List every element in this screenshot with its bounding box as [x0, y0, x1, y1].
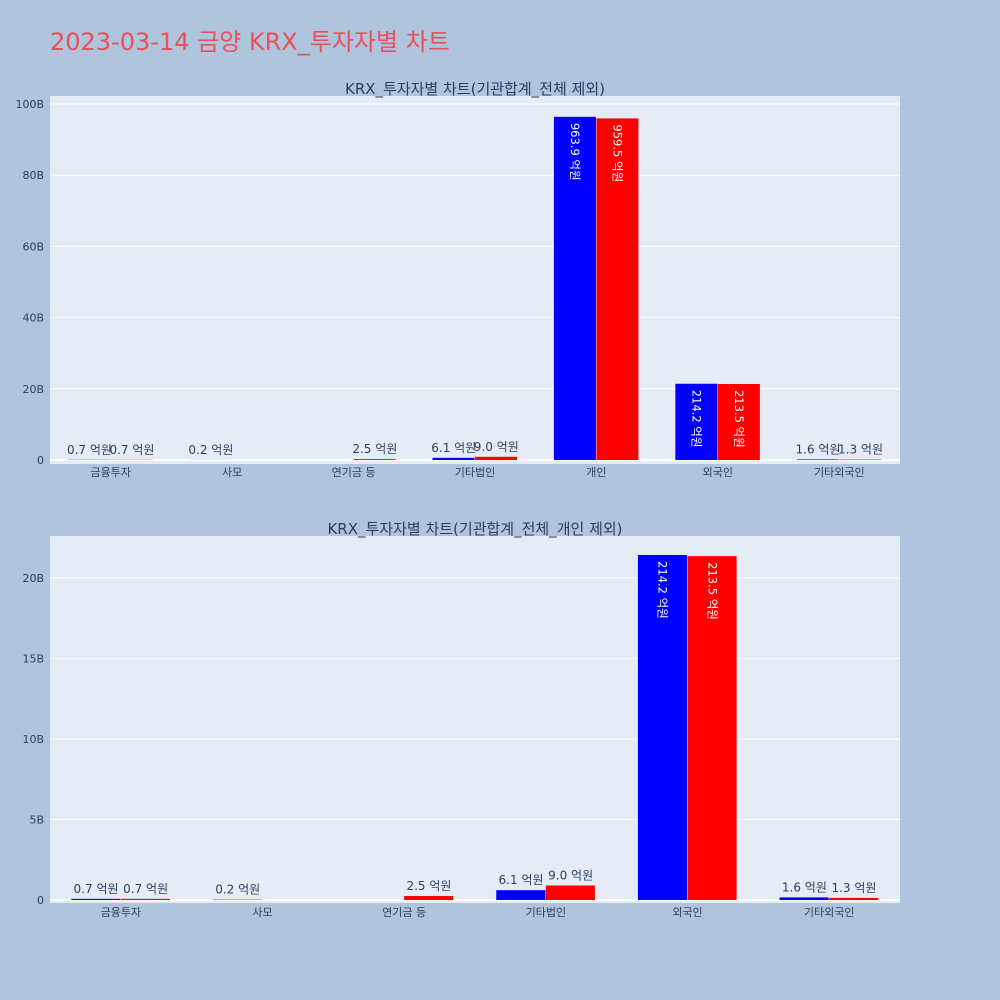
x-tick-label: 사모 [252, 906, 272, 919]
y-tick-label: 0 [37, 454, 44, 467]
bar [717, 383, 760, 460]
data-label: 0.7 억원 [67, 443, 112, 457]
x-tick-label: 기타외국인 [814, 466, 865, 479]
y-tick-label: 60B [22, 240, 44, 253]
data-label: 214.2 억원 [690, 390, 704, 448]
bar [637, 555, 687, 900]
bar [496, 890, 546, 900]
page-title: 2023-03-14 금양 KRX_투자자별 차트 [50, 28, 450, 56]
x-tick-label: 기타법인 [455, 466, 495, 479]
data-label: 0.7 억원 [109, 443, 154, 457]
bar [687, 556, 737, 900]
data-label: 959.5 억원 [611, 124, 625, 182]
data-label: 0.2 억원 [188, 443, 233, 457]
bar [475, 456, 517, 460]
x-tick-label: 기타법인 [526, 906, 566, 919]
x-tick-label: 연기금 등 [382, 906, 426, 919]
data-label: 0.7 억원 [123, 882, 168, 896]
bar [779, 897, 829, 900]
plot-area-2 [50, 536, 900, 903]
data-label: 214.2 억원 [656, 561, 670, 619]
data-label: 1.6 억원 [782, 880, 827, 894]
y-tick-label: 5B [29, 813, 44, 826]
x-tick-label: 금융투자 [90, 466, 130, 479]
bar [553, 116, 596, 461]
data-label: 6.1 억원 [431, 441, 476, 455]
bar [404, 895, 454, 900]
x-tick-label: 외국인 [672, 906, 702, 919]
y-tick-label: 10B [22, 733, 44, 746]
x-tick-label: 개인 [586, 466, 606, 479]
y-tick-label: 20B [22, 383, 44, 396]
bar [829, 897, 879, 900]
data-label: 9.0 억원 [474, 440, 519, 454]
data-label: 9.0 억원 [548, 869, 593, 883]
y-tick-label: 0 [37, 894, 44, 907]
data-label: 0.7 억원 [74, 882, 119, 896]
data-label: 1.3 억원 [831, 881, 876, 895]
x-tick-label: 연기금 등 [332, 466, 376, 479]
x-tick-label: 기타외국인 [804, 906, 855, 919]
data-label: 213.5 억원 [732, 390, 746, 448]
x-tick-label: 외국인 [703, 466, 733, 479]
bar [71, 898, 121, 900]
data-label: 1.6 억원 [796, 442, 841, 456]
data-label: 2.5 억원 [406, 879, 451, 893]
y-tick-label: 80B [22, 169, 44, 182]
bar [675, 383, 718, 460]
data-label: 2.5 억원 [352, 442, 397, 456]
bar [596, 118, 639, 460]
bar [796, 459, 839, 460]
bar [353, 459, 396, 460]
y-tick-label: 15B [22, 652, 44, 665]
plot-area-1 [50, 96, 900, 464]
data-label: 963.9 억원 [568, 123, 582, 181]
bar [545, 885, 595, 900]
y-tick-label: 20B [22, 572, 44, 585]
x-tick-label: 금융투자 [101, 906, 141, 919]
bar [120, 898, 170, 900]
bar [432, 457, 475, 460]
x-tick-label: 사모 [222, 466, 242, 479]
subplot-title-1: KRX_투자자별 차트(기관합계_전체 제외) [345, 80, 605, 99]
y-tick-label: 100B [15, 98, 44, 111]
data-label: 1.3 억원 [838, 443, 883, 457]
data-label: 213.5 억원 [705, 562, 719, 620]
subplot-title-2: KRX_투자자별 차트(기관합계_전체_개인 제외) [327, 520, 622, 539]
y-tick-label: 40B [22, 312, 44, 325]
data-label: 0.2 억원 [215, 883, 260, 897]
data-label: 6.1 억원 [499, 873, 544, 887]
